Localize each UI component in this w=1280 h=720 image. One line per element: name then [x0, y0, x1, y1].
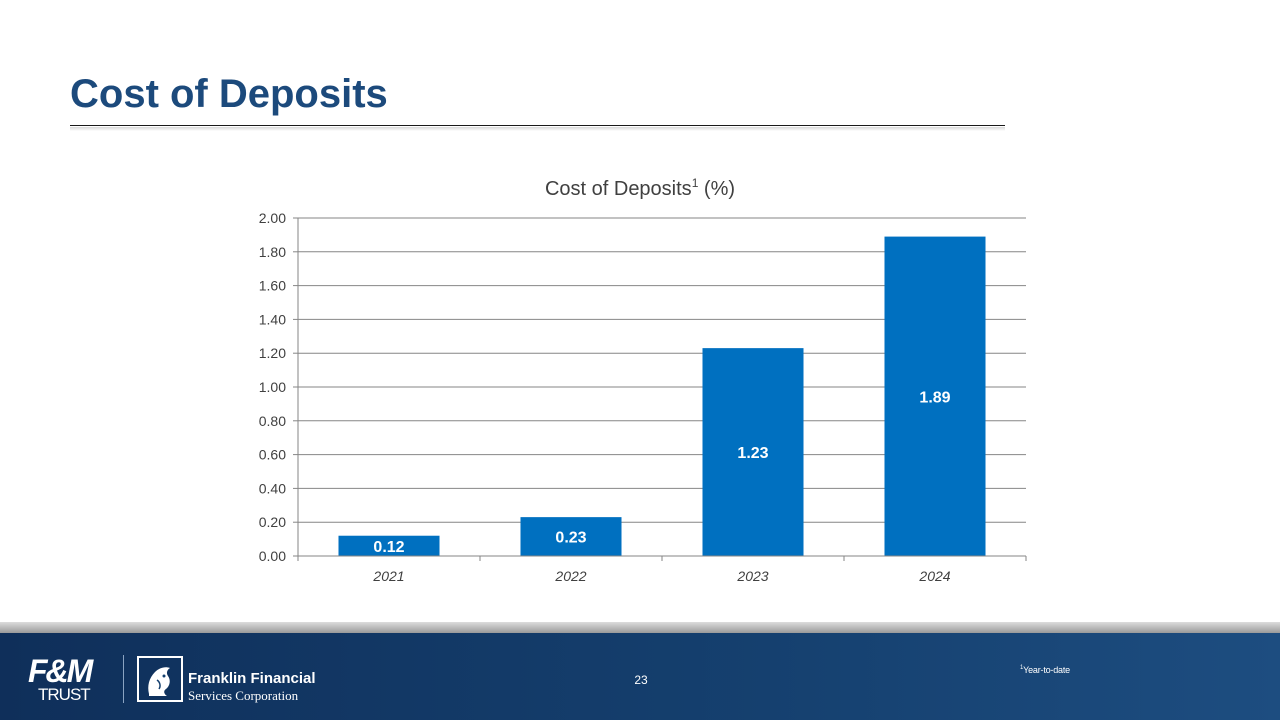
title-underline-shadow [70, 127, 1005, 131]
data-label-2023: 1.23 [737, 445, 768, 462]
chart-title-main: Cost of Deposits [545, 178, 692, 200]
fm-logo-mark: F&M [28, 653, 93, 689]
chart-title: Cost of Deposits1 (%) [545, 176, 735, 200]
page-number: 23 [634, 673, 648, 687]
bar-2022 [520, 517, 622, 556]
x-axis-ticks: 2021 2022 2023 2024 [297, 555, 1027, 584]
bar-2024 [884, 236, 986, 556]
y-tick-label: 0.60 [259, 447, 286, 463]
chart-title-superscript: 1 [692, 176, 699, 190]
bar-2023 [702, 348, 804, 556]
slide-title: Cost of Deposits [70, 72, 388, 116]
footnote-text: Year-to-date [1023, 665, 1070, 675]
y-tick-label: 1.20 [259, 345, 286, 361]
footnote: 1Year-to-date [1020, 665, 1070, 675]
fm-trust-logo: F&M TRUST [28, 653, 112, 704]
chart-title-suffix: (%) [698, 178, 735, 200]
x-tick-label-2021: 2021 [372, 568, 404, 584]
x-tick-label-2022: 2022 [554, 568, 586, 584]
data-label-2024: 1.89 [919, 389, 950, 406]
x-tick-label-2024: 2024 [918, 568, 950, 584]
footer-gray-band [0, 622, 1280, 633]
x-tick-label-2023: 2023 [736, 568, 768, 584]
y-tick-label: 0.20 [259, 514, 286, 530]
y-tick-label: 2.00 [259, 210, 286, 226]
title-underline [70, 125, 1005, 126]
y-tick-label: 1.40 [259, 311, 286, 327]
y-tick-label: 0.80 [259, 413, 286, 429]
y-tick-label: 0.40 [259, 480, 286, 496]
logo-divider [123, 655, 124, 703]
data-label-2021: 0.12 [373, 539, 404, 556]
y-tick-label: 0.00 [259, 548, 286, 564]
y-axis-ticks: 0.00 0.20 0.40 0.60 0.80 1.00 1.20 1.40 1.60 1.80… [259, 210, 298, 564]
y-tick-label: 1.00 [259, 379, 286, 395]
data-label-2022: 0.23 [555, 530, 586, 547]
footnote-marker: 1 [1020, 665, 1024, 671]
footer-bar [0, 633, 1280, 720]
y-tick-label: 1.60 [259, 278, 286, 294]
ffsc-name: Franklin Financial [188, 670, 316, 687]
bars: 0.12 0.23 1.23 1.89 [338, 236, 986, 556]
ffsc-subtitle: Services Corporation [188, 688, 299, 703]
bar-2021 [338, 535, 440, 556]
ffsc-emblem-icon [137, 656, 183, 702]
y-tick-label: 1.80 [259, 244, 286, 260]
ffsc-wordmark: Franklin Financial Services Corporation [188, 670, 316, 704]
bar-chart: Cost of Deposits1 (%) 0.000.200.400.600.… [259, 176, 1027, 584]
fm-logo-trust: TRUST [38, 685, 91, 704]
